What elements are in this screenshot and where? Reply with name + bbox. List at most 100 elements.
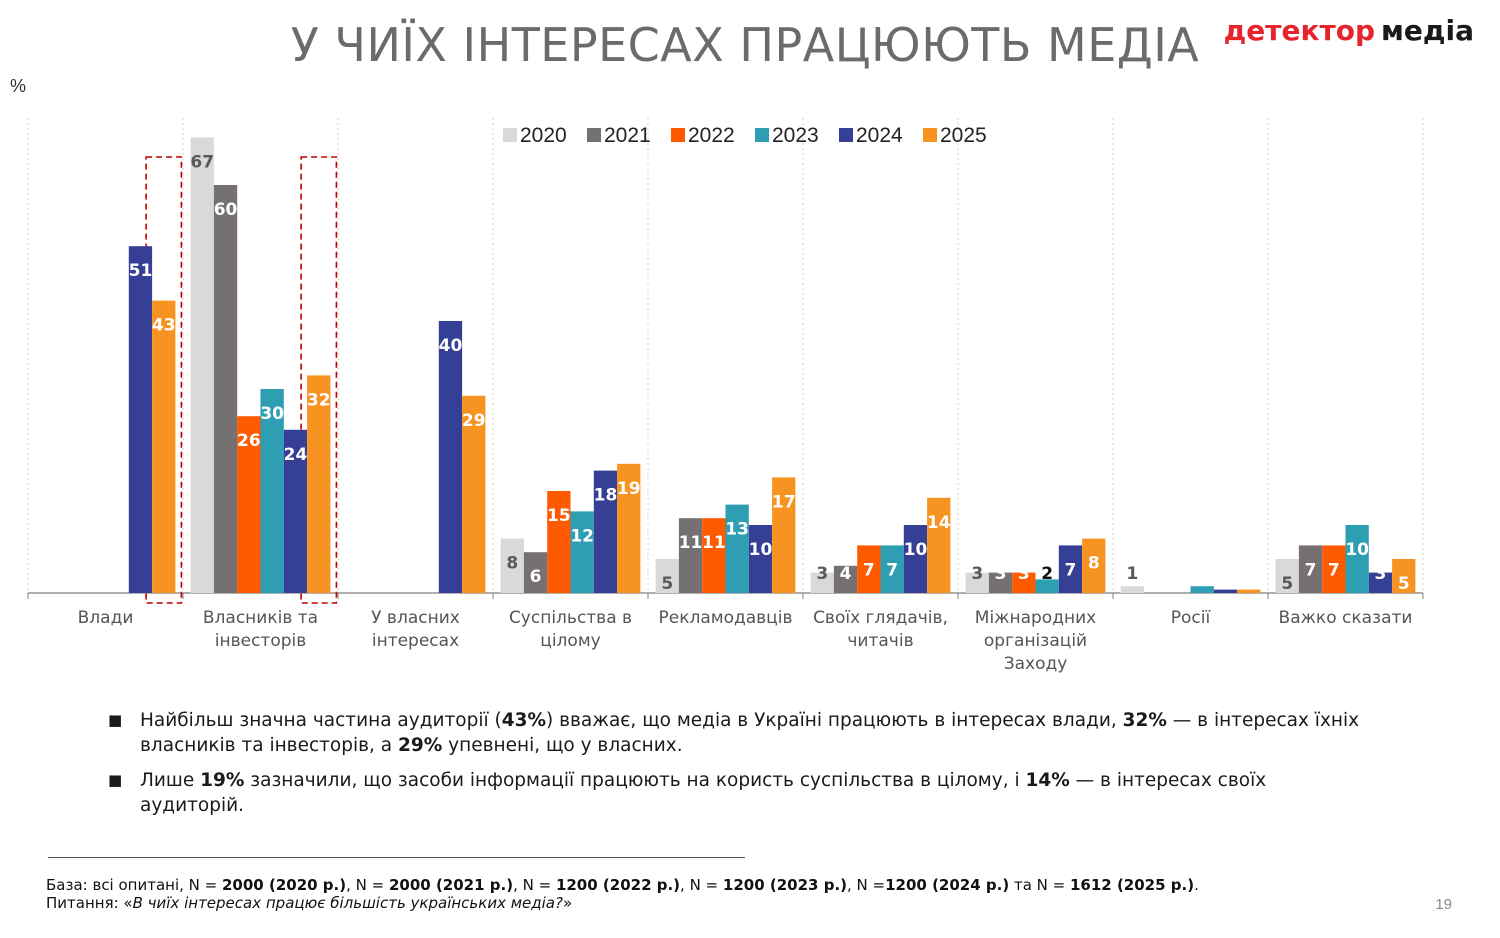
- category-label: організацій: [984, 631, 1087, 651]
- legend-label: 2024: [856, 124, 903, 147]
- data-label: 11: [702, 533, 726, 553]
- category-label: Росії: [1171, 608, 1211, 628]
- text-run: База: всі опитані, N =: [46, 876, 222, 894]
- logo-word-1: детектор: [1223, 14, 1376, 47]
- bar-2022: [1012, 572, 1036, 593]
- data-label: 3: [995, 564, 1007, 584]
- category-label: Суспільства в: [509, 608, 632, 628]
- category-label: Рекламодавців: [659, 608, 793, 628]
- bar-2025: [1392, 559, 1416, 593]
- category-label: Влади: [78, 608, 134, 628]
- footnote-question: Питання: «В чиїх інтересах працює більші…: [46, 894, 1199, 912]
- unit-label: %: [10, 76, 27, 96]
- bar-2021: [833, 565, 858, 593]
- bar-2025: [927, 497, 951, 593]
- data-label: 5: [1281, 574, 1293, 594]
- bar-2025: [617, 463, 641, 593]
- data-label: 10: [1345, 540, 1369, 560]
- data-label: 18: [594, 486, 618, 506]
- category-label: інтересах: [372, 631, 459, 651]
- footnote-base: База: всі опитані, N = 2000 (2020 р.), N…: [46, 876, 1199, 894]
- data-label: 40: [439, 336, 463, 356]
- bold-run: 43%: [501, 710, 547, 731]
- bold-run: 1200 (2023 р.): [722, 876, 847, 894]
- text-run: , N =: [346, 876, 389, 894]
- bar-2022: [857, 545, 881, 593]
- bar-2024: [438, 321, 463, 593]
- data-label: 11: [679, 533, 703, 553]
- bar-2023: [1035, 579, 1059, 593]
- bold-run: 2000 (2021 р.): [388, 876, 514, 894]
- findings-list: ■ Найбільш значна частина аудиторії (43%)…: [108, 708, 1368, 828]
- data-label: 8: [1088, 554, 1100, 574]
- legend-swatch-2020: [503, 128, 517, 142]
- bold-run: 1612 (2025 р.): [1069, 876, 1195, 894]
- bar-2025: [307, 375, 331, 593]
- question-prefix: Питання: «: [46, 894, 133, 912]
- legend-swatch-2023: [755, 128, 769, 142]
- data-label: 24: [284, 445, 308, 465]
- category-label: Власників та: [203, 608, 318, 628]
- bar-2023: [260, 389, 284, 593]
- text-run: .: [1194, 876, 1199, 894]
- text-run: , N =: [847, 876, 886, 894]
- data-label: 17: [772, 492, 796, 512]
- data-label: 7: [886, 560, 898, 580]
- bar-2021: [1298, 545, 1323, 593]
- text-run: Найбільш значна частина аудиторії (: [140, 710, 502, 731]
- data-label: 7: [1328, 560, 1340, 580]
- bar-2023: [1345, 525, 1369, 593]
- data-label: 5: [1398, 574, 1410, 594]
- bar-2024: [128, 246, 153, 593]
- bar-2023: [570, 511, 594, 593]
- finding-item: ■ Лише 19% зазначили, що засоби інформаці…: [108, 768, 1368, 818]
- legend-swatch-2025: [923, 128, 937, 142]
- legend-swatch-2021: [587, 128, 601, 142]
- page-number: 19: [1435, 896, 1452, 913]
- bar-2024: [748, 525, 773, 593]
- finding-text: Лише 19% зазначили, що засоби інформації…: [140, 770, 1266, 816]
- bar-2022: [237, 416, 261, 593]
- data-label: 13: [725, 520, 749, 540]
- text-run: Лише: [140, 770, 201, 791]
- bar-2023: [880, 545, 904, 593]
- data-label: 3: [1375, 564, 1387, 584]
- data-label: 6: [530, 567, 542, 587]
- bar-2024: [283, 429, 308, 593]
- data-label: 10: [749, 540, 773, 560]
- bar-2024: [1213, 589, 1238, 593]
- data-label: 1: [1126, 564, 1138, 584]
- text-run: — в інтересах їхніх власників та інвесто…: [140, 710, 1360, 756]
- legend-label: 2021: [604, 124, 651, 147]
- bar-2023: [725, 504, 749, 593]
- finding-item: ■ Найбільш значна частина аудиторії (43%)…: [108, 708, 1368, 758]
- category-label: цілому: [540, 631, 600, 651]
- slide-title: У ЧИЇХ ІНТЕРЕСАХ ПРАЦЮЮТЬ МЕДІА: [290, 18, 1200, 72]
- data-label: 67: [190, 152, 214, 172]
- data-label: 32: [307, 390, 331, 410]
- bold-run: 14%: [1025, 770, 1070, 791]
- bar-2025: [1237, 589, 1261, 593]
- category-label: Заходу: [1004, 654, 1068, 674]
- bar-2020: [1275, 559, 1299, 593]
- data-label: 7: [1065, 560, 1077, 580]
- legend-label: 2020: [520, 124, 567, 147]
- category-label: Своїх глядачів,: [813, 608, 948, 628]
- text-run: ) вважає, що медіа в Україні працюють в …: [546, 710, 1123, 731]
- data-label: 43: [152, 316, 176, 336]
- data-label: 60: [214, 200, 238, 220]
- data-label: 10: [904, 540, 928, 560]
- category-label: Міжнародних: [975, 608, 1096, 628]
- bar-2020: [500, 538, 524, 593]
- legend-label: 2025: [940, 124, 987, 147]
- legend-label: 2023: [772, 124, 819, 147]
- bar-2022: [1322, 545, 1346, 593]
- data-label: 5: [661, 574, 673, 594]
- bar-2021: [678, 518, 703, 593]
- text-run: та N =: [1009, 876, 1070, 894]
- data-label: 3: [971, 564, 983, 584]
- data-label: 19: [617, 479, 641, 499]
- legend-swatch-2022: [671, 128, 685, 142]
- category-label: Важко сказати: [1279, 608, 1413, 628]
- category-label: читачів: [847, 631, 913, 651]
